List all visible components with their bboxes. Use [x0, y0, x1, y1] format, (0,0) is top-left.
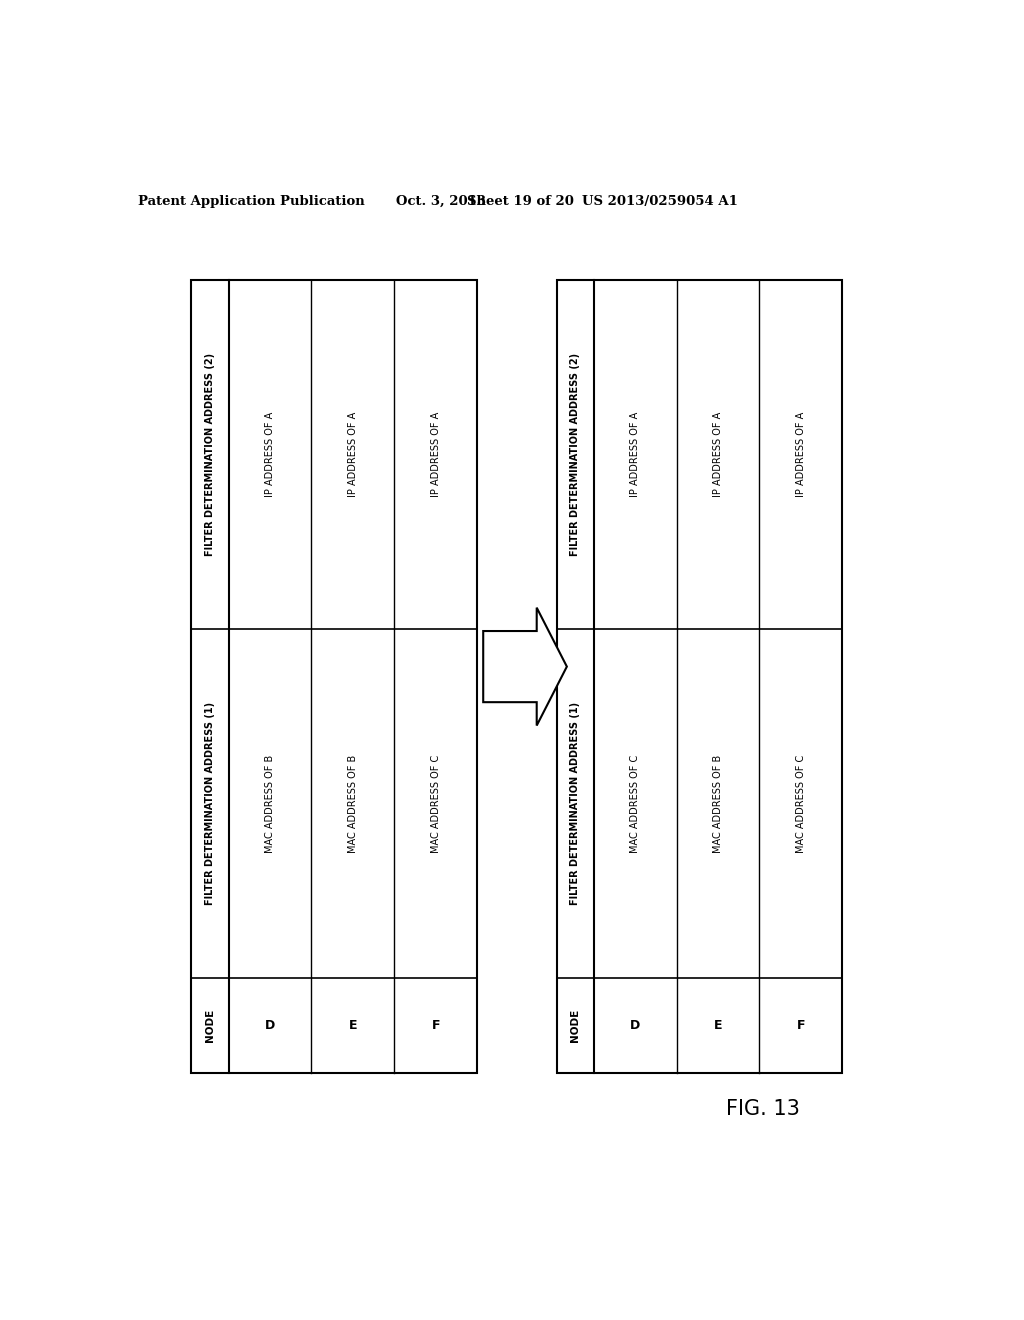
- Text: MAC ADDRESS OF C: MAC ADDRESS OF C: [431, 755, 440, 853]
- Text: FIG. 13: FIG. 13: [726, 1098, 800, 1119]
- Text: IP ADDRESS OF A: IP ADDRESS OF A: [796, 412, 806, 498]
- Polygon shape: [483, 607, 567, 726]
- Text: FILTER DETERMINATION ADDRESS (1): FILTER DETERMINATION ADDRESS (1): [570, 702, 581, 906]
- Text: MAC ADDRESS OF C: MAC ADDRESS OF C: [630, 755, 640, 853]
- Text: IP ADDRESS OF A: IP ADDRESS OF A: [713, 412, 723, 498]
- Text: Patent Application Publication: Patent Application Publication: [137, 194, 365, 207]
- Text: E: E: [348, 1019, 357, 1032]
- Text: IP ADDRESS OF A: IP ADDRESS OF A: [348, 412, 358, 498]
- Text: US 2013/0259054 A1: US 2013/0259054 A1: [582, 194, 737, 207]
- Text: D: D: [630, 1019, 640, 1032]
- Text: F: F: [431, 1019, 440, 1032]
- Text: Sheet 19 of 20: Sheet 19 of 20: [467, 194, 574, 207]
- Text: MAC ADDRESS OF B: MAC ADDRESS OF B: [265, 755, 275, 853]
- Text: Oct. 3, 2013: Oct. 3, 2013: [396, 194, 486, 207]
- Bar: [557, 280, 842, 1073]
- Text: FILTER DETERMINATION ADDRESS (1): FILTER DETERMINATION ADDRESS (1): [205, 702, 215, 906]
- Text: MAC ADDRESS OF C: MAC ADDRESS OF C: [796, 755, 806, 853]
- Text: NODE: NODE: [205, 1008, 215, 1043]
- Text: IP ADDRESS OF A: IP ADDRESS OF A: [431, 412, 440, 498]
- Text: NODE: NODE: [570, 1008, 581, 1043]
- Text: F: F: [797, 1019, 805, 1032]
- Text: FILTER DETERMINATION ADDRESS (2): FILTER DETERMINATION ADDRESS (2): [205, 354, 215, 556]
- Text: IP ADDRESS OF A: IP ADDRESS OF A: [630, 412, 640, 498]
- Text: FILTER DETERMINATION ADDRESS (2): FILTER DETERMINATION ADDRESS (2): [570, 354, 581, 556]
- Text: IP ADDRESS OF A: IP ADDRESS OF A: [265, 412, 275, 498]
- Text: MAC ADDRESS OF B: MAC ADDRESS OF B: [348, 755, 358, 853]
- Bar: [191, 280, 477, 1073]
- Text: D: D: [265, 1019, 275, 1032]
- Text: E: E: [714, 1019, 722, 1032]
- Text: MAC ADDRESS OF B: MAC ADDRESS OF B: [713, 755, 723, 853]
